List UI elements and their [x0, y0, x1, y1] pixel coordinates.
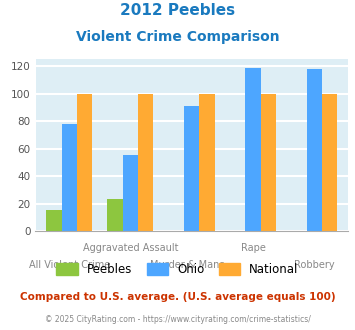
Text: © 2025 CityRating.com - https://www.cityrating.com/crime-statistics/: © 2025 CityRating.com - https://www.city… [45, 315, 310, 324]
Text: Aggravated Assault: Aggravated Assault [83, 243, 178, 253]
Bar [322, 94, 337, 231]
Bar [46, 211, 61, 231]
Legend: Peebles, Ohio, National: Peebles, Ohio, National [51, 258, 304, 281]
Bar [108, 199, 123, 231]
Bar [261, 94, 276, 231]
Bar [138, 94, 153, 231]
Text: Compared to U.S. average. (U.S. average equals 100): Compared to U.S. average. (U.S. average … [20, 292, 335, 302]
Text: 2012 Peebles: 2012 Peebles [120, 3, 235, 18]
Text: Robbery: Robbery [294, 260, 334, 270]
Bar [61, 124, 77, 231]
Text: Violent Crime Comparison: Violent Crime Comparison [76, 30, 279, 44]
Bar [245, 68, 261, 231]
Bar [307, 69, 322, 231]
Text: Murder & Mans...: Murder & Mans... [150, 260, 234, 270]
Text: All Violent Crime: All Violent Crime [28, 260, 110, 270]
Bar [77, 94, 92, 231]
Text: Rape: Rape [241, 243, 266, 253]
Bar [123, 155, 138, 231]
Bar [184, 106, 200, 231]
Bar [200, 94, 215, 231]
